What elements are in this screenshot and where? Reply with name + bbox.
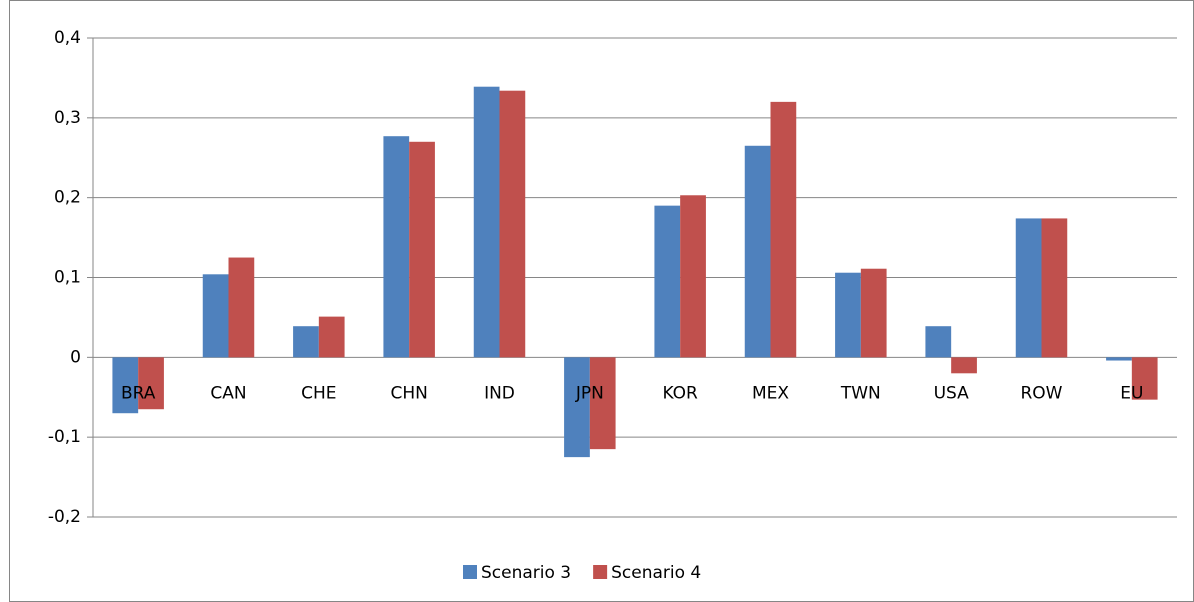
legend-label: Scenario 3 [481, 563, 571, 583]
bar [202, 274, 229, 358]
y-tick-label: -0,1 [48, 427, 81, 447]
bar [860, 268, 887, 358]
bar [383, 136, 410, 358]
bar [499, 90, 526, 358]
bar [1106, 357, 1132, 361]
x-tick-label: CAN [210, 383, 246, 403]
bar [473, 86, 500, 358]
bar [1015, 218, 1042, 358]
x-tick-label: CHE [301, 383, 336, 403]
bar [228, 257, 255, 358]
bar [744, 145, 771, 358]
bar [654, 205, 681, 358]
y-tick-label: 0 [70, 347, 81, 367]
x-tick-label: BRA [121, 383, 156, 403]
bar [1131, 357, 1158, 400]
bar [770, 101, 797, 358]
y-tick-label: -0,2 [48, 507, 81, 527]
y-tick-label: 0,4 [54, 28, 81, 48]
bar [925, 326, 952, 358]
bar [112, 357, 139, 414]
bar [835, 272, 861, 358]
x-tick-label: MEX [752, 383, 789, 403]
legend-label: Scenario 4 [611, 563, 701, 583]
x-tick-label: EU [1120, 383, 1143, 403]
y-tick-label: 0,3 [54, 108, 81, 128]
bar [951, 357, 977, 374]
bar [680, 195, 706, 358]
x-tick-label: JPN [575, 383, 604, 403]
x-tick-label: KOR [662, 383, 698, 403]
y-tick-label: 0,1 [54, 268, 81, 288]
bar [1041, 218, 1068, 358]
bar [138, 357, 164, 410]
x-tick-label: IND [484, 383, 515, 403]
y-tick-label: 0,2 [54, 188, 81, 208]
bar [564, 357, 590, 458]
x-tick-label: CHN [390, 383, 427, 403]
x-tick-label: USA [934, 383, 970, 403]
legend-swatch [593, 565, 608, 579]
legend-swatch [463, 565, 477, 579]
bar [589, 357, 616, 450]
bar [409, 141, 435, 358]
x-tick-label: TWN [840, 383, 881, 403]
x-tick-label: ROW [1020, 383, 1062, 403]
bar [318, 316, 345, 358]
bar [293, 326, 319, 358]
